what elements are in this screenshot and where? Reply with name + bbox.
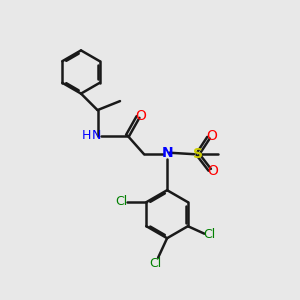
Text: Cl: Cl <box>115 195 128 208</box>
Text: Cl: Cl <box>149 256 161 270</box>
Text: O: O <box>206 129 217 143</box>
Text: Cl: Cl <box>204 228 216 241</box>
Text: S: S <box>193 147 203 160</box>
Text: N: N <box>161 146 173 160</box>
Text: O: O <box>135 109 146 122</box>
Text: H: H <box>81 129 91 142</box>
Text: O: O <box>207 164 218 178</box>
Text: N: N <box>91 129 101 142</box>
